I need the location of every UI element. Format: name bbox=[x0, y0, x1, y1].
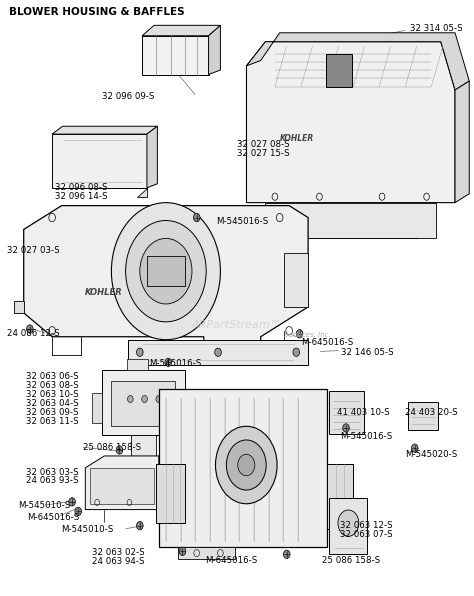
Circle shape bbox=[179, 547, 186, 555]
Circle shape bbox=[238, 454, 255, 476]
Text: M-645016-S: M-645016-S bbox=[301, 338, 353, 347]
Circle shape bbox=[139, 469, 147, 479]
Circle shape bbox=[156, 396, 162, 403]
Polygon shape bbox=[52, 126, 157, 134]
Text: 32 063 06-S: 32 063 06-S bbox=[26, 372, 79, 381]
Circle shape bbox=[343, 424, 349, 432]
Circle shape bbox=[111, 203, 220, 340]
Polygon shape bbox=[147, 126, 157, 188]
Text: 25 086 158-S: 25 086 158-S bbox=[322, 555, 381, 565]
Polygon shape bbox=[24, 206, 308, 347]
Text: 32 063 03-S: 32 063 03-S bbox=[26, 467, 79, 477]
Polygon shape bbox=[178, 547, 235, 559]
Polygon shape bbox=[284, 253, 308, 307]
Polygon shape bbox=[246, 42, 455, 203]
Text: 32 063 07-S: 32 063 07-S bbox=[340, 530, 393, 539]
Circle shape bbox=[216, 426, 277, 504]
Text: 32 063 08-S: 32 063 08-S bbox=[26, 381, 79, 390]
Text: 32 146 05-S: 32 146 05-S bbox=[341, 348, 394, 358]
Polygon shape bbox=[127, 359, 147, 370]
Circle shape bbox=[69, 498, 75, 506]
Polygon shape bbox=[209, 26, 220, 74]
Circle shape bbox=[283, 550, 290, 558]
Circle shape bbox=[193, 213, 200, 222]
Circle shape bbox=[296, 330, 303, 338]
Circle shape bbox=[293, 348, 300, 356]
Polygon shape bbox=[265, 203, 436, 238]
Circle shape bbox=[128, 396, 133, 403]
Text: M-645016-S: M-645016-S bbox=[27, 513, 80, 522]
Circle shape bbox=[227, 440, 266, 490]
Polygon shape bbox=[156, 464, 185, 523]
Polygon shape bbox=[131, 435, 156, 456]
Polygon shape bbox=[159, 389, 327, 547]
Polygon shape bbox=[326, 54, 352, 87]
Circle shape bbox=[75, 507, 82, 516]
Polygon shape bbox=[329, 498, 367, 554]
Circle shape bbox=[126, 221, 206, 322]
Circle shape bbox=[137, 348, 143, 356]
Circle shape bbox=[137, 522, 143, 530]
Text: 32 063 12-S: 32 063 12-S bbox=[340, 521, 393, 530]
Polygon shape bbox=[147, 256, 185, 286]
Text: M-645016-S: M-645016-S bbox=[205, 555, 257, 565]
Text: ARPartStream™: ARPartStream™ bbox=[192, 320, 282, 330]
Text: KOHLER: KOHLER bbox=[280, 135, 314, 144]
Polygon shape bbox=[92, 393, 102, 423]
Text: 32 027 15-S: 32 027 15-S bbox=[237, 148, 290, 158]
Polygon shape bbox=[408, 402, 438, 430]
Text: 32 063 02-S: 32 063 02-S bbox=[92, 548, 145, 557]
Polygon shape bbox=[142, 26, 220, 36]
Text: Services, Inc.: Services, Inc. bbox=[284, 332, 331, 338]
Polygon shape bbox=[137, 188, 147, 197]
Text: 24 063 94-S: 24 063 94-S bbox=[92, 557, 145, 566]
Text: M-545016-S: M-545016-S bbox=[340, 432, 392, 441]
Text: 32 027 03-S: 32 027 03-S bbox=[7, 246, 60, 255]
Text: 32 027 08-S: 32 027 08-S bbox=[237, 139, 290, 149]
Text: 32 063 04-S: 32 063 04-S bbox=[26, 399, 79, 408]
Text: 24 086 12-S: 24 086 12-S bbox=[7, 329, 60, 339]
Text: M-545020-S: M-545020-S bbox=[405, 449, 457, 459]
Circle shape bbox=[165, 358, 172, 367]
Polygon shape bbox=[85, 456, 159, 510]
Polygon shape bbox=[90, 468, 154, 504]
Text: 32 096 14-S: 32 096 14-S bbox=[55, 192, 107, 201]
Circle shape bbox=[411, 444, 418, 452]
Circle shape bbox=[338, 510, 359, 536]
Circle shape bbox=[140, 238, 192, 304]
Text: 41 403 10-S: 41 403 10-S bbox=[337, 408, 389, 417]
Polygon shape bbox=[329, 391, 364, 434]
Polygon shape bbox=[52, 134, 147, 188]
Text: 32 096 09-S: 32 096 09-S bbox=[102, 92, 154, 101]
Text: 32 096 08-S: 32 096 08-S bbox=[55, 183, 107, 193]
Circle shape bbox=[142, 396, 147, 403]
Text: BLOWER HOUSING & BAFFLES: BLOWER HOUSING & BAFFLES bbox=[9, 7, 184, 17]
Text: 32 063 11-S: 32 063 11-S bbox=[26, 417, 79, 426]
Polygon shape bbox=[327, 464, 353, 529]
Circle shape bbox=[215, 348, 221, 356]
Circle shape bbox=[27, 325, 33, 333]
Text: M-545016-S: M-545016-S bbox=[216, 217, 268, 226]
Text: 32 314 05-S: 32 314 05-S bbox=[410, 24, 463, 33]
Text: 32 063 09-S: 32 063 09-S bbox=[26, 408, 79, 417]
Text: M-545016-S: M-545016-S bbox=[149, 359, 201, 368]
Polygon shape bbox=[102, 370, 185, 435]
Text: M-545010-S: M-545010-S bbox=[18, 501, 70, 510]
Text: 24 063 93-S: 24 063 93-S bbox=[26, 476, 79, 486]
Text: 25 086 158-S: 25 086 158-S bbox=[83, 442, 141, 452]
Polygon shape bbox=[246, 33, 469, 90]
Polygon shape bbox=[14, 301, 24, 313]
Text: 32 063 10-S: 32 063 10-S bbox=[26, 390, 79, 399]
Text: 24 403 20-S: 24 403 20-S bbox=[405, 408, 458, 417]
Polygon shape bbox=[142, 36, 209, 74]
Text: M-545010-S: M-545010-S bbox=[62, 524, 114, 534]
Polygon shape bbox=[455, 81, 469, 203]
Text: KOHLER: KOHLER bbox=[85, 288, 123, 297]
Polygon shape bbox=[111, 381, 175, 426]
Polygon shape bbox=[128, 340, 308, 365]
Circle shape bbox=[116, 446, 123, 454]
